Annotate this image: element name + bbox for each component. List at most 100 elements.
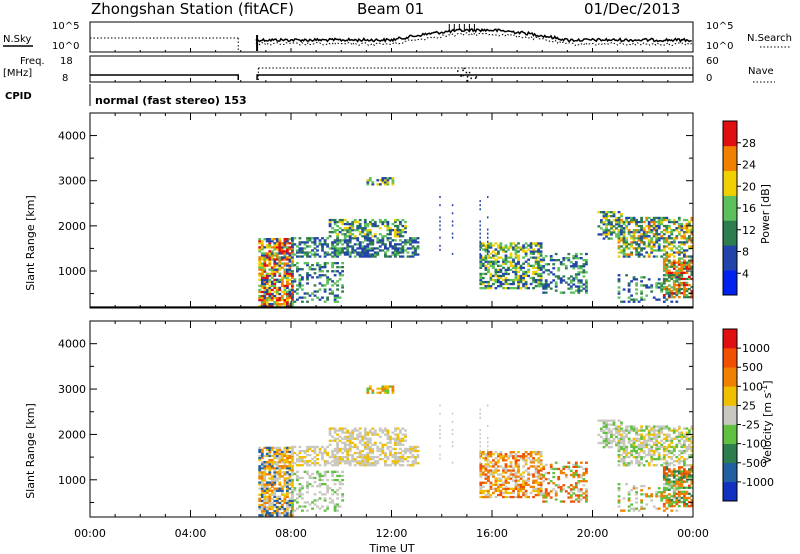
- power-cell: [366, 251, 370, 254]
- velocity-cell: [328, 462, 332, 465]
- power-cell: [522, 272, 525, 276]
- power-cell: [534, 280, 538, 284]
- power-cell: [399, 233, 402, 236]
- power-cell: [494, 252, 498, 255]
- velocity-cell: [263, 514, 267, 517]
- velocity-cell: [291, 507, 294, 511]
- power-cell: [605, 219, 608, 222]
- velocity-cell: [265, 497, 269, 500]
- velocity-cell: [487, 493, 490, 497]
- velocity-cell: [577, 498, 581, 501]
- velocity-cell: [504, 467, 508, 470]
- power-cell: [627, 290, 631, 293]
- power-cell: [622, 233, 626, 236]
- velocity-cell: [270, 475, 274, 478]
- velocity-cell: [481, 451, 485, 454]
- velocity-cell: [685, 486, 689, 489]
- power-cell: [363, 233, 367, 236]
- power-cell: [378, 241, 382, 244]
- velocity-cell: [260, 454, 264, 458]
- velocity-cell: [509, 463, 513, 466]
- velocity-cell: [537, 475, 540, 478]
- power-cell: [645, 286, 649, 289]
- velocity-cell: [662, 462, 666, 465]
- power-cell: [381, 235, 385, 238]
- velocity-cell: [331, 474, 334, 478]
- power-cell: [451, 212, 454, 215]
- velocity-cell: [280, 450, 284, 454]
- power-cell: [557, 277, 561, 280]
- velocity-cell: [366, 387, 370, 390]
- velocity-cell: [667, 439, 671, 442]
- velocity-cell: [683, 486, 686, 489]
- power-cell: [524, 274, 528, 278]
- velocity-cell: [280, 475, 284, 478]
- power-cell: [627, 229, 631, 232]
- power-cell: [376, 183, 380, 186]
- velocity-cell: [529, 473, 533, 476]
- velocity-cell: [665, 487, 669, 490]
- velocity-cell: [293, 451, 297, 455]
- velocity-cell: [286, 505, 289, 509]
- velocity-cell: [688, 505, 691, 508]
- velocity-cell: [615, 441, 618, 445]
- velocity-cell: [497, 485, 500, 488]
- power-cell: [489, 242, 493, 245]
- power-cell: [288, 305, 292, 308]
- velocity-cell: [296, 458, 299, 461]
- power-cell: [333, 253, 337, 256]
- power-cell: [544, 263, 548, 266]
- velocity-cell: [313, 456, 317, 459]
- power-cell: [617, 241, 621, 244]
- power-cell: [635, 231, 638, 234]
- velocity-cell: [499, 485, 503, 488]
- power-cell: [270, 240, 274, 243]
- velocity-cell: [683, 443, 686, 446]
- velocity-cell: [260, 473, 264, 476]
- velocity-cell: [286, 514, 289, 517]
- velocity-cell: [585, 498, 588, 501]
- power-cell: [683, 281, 686, 285]
- velocity-cell: [273, 463, 277, 466]
- velocity-cell: [396, 437, 400, 440]
- power-cell: [662, 263, 666, 266]
- power-cell: [487, 246, 490, 249]
- velocity-cell: [288, 467, 292, 470]
- power-cell: [333, 294, 337, 297]
- power-cell: [683, 218, 686, 222]
- velocity-cell: [291, 458, 294, 461]
- velocity-cell: [486, 449, 489, 452]
- power-cell: [306, 239, 309, 242]
- velocity-cell: [326, 453, 329, 457]
- velocity-cell: [258, 469, 262, 472]
- velocity-cell: [346, 462, 350, 465]
- time-axis: 00:00 04:00 08:00 12:00 16:00 20:00 00:00: [74, 527, 709, 540]
- power-cell: [291, 294, 294, 297]
- power-cell: [627, 255, 631, 258]
- velocity-cell: [293, 499, 297, 502]
- velocity-cell: [487, 491, 490, 495]
- velocity-cell: [607, 446, 611, 449]
- velocity-cell: [672, 480, 676, 483]
- power-cell: [391, 247, 395, 250]
- power-cell: [650, 249, 654, 252]
- velocity-cell: [647, 453, 651, 457]
- power-cell: [323, 262, 327, 265]
- power-cell: [263, 262, 267, 265]
- velocity-cell: [688, 445, 691, 449]
- colorbar-segment: [723, 220, 737, 246]
- velocity-cell: [371, 389, 375, 392]
- power-cell: [657, 227, 661, 230]
- velocity-cell: [662, 427, 666, 430]
- velocity-cell: [406, 447, 410, 451]
- power-cell: [298, 243, 302, 246]
- velocity-cell: [270, 446, 274, 449]
- power-cell: [384, 179, 387, 182]
- power-cell: [532, 248, 535, 251]
- power-cell: [358, 233, 362, 236]
- velocity-colorbar-label: Velocity [m s-1]: [760, 380, 774, 463]
- power-cell: [670, 300, 674, 303]
- velocity-cell: [519, 483, 523, 486]
- velocity-cell: [657, 427, 661, 430]
- velocity-cell: [278, 461, 282, 464]
